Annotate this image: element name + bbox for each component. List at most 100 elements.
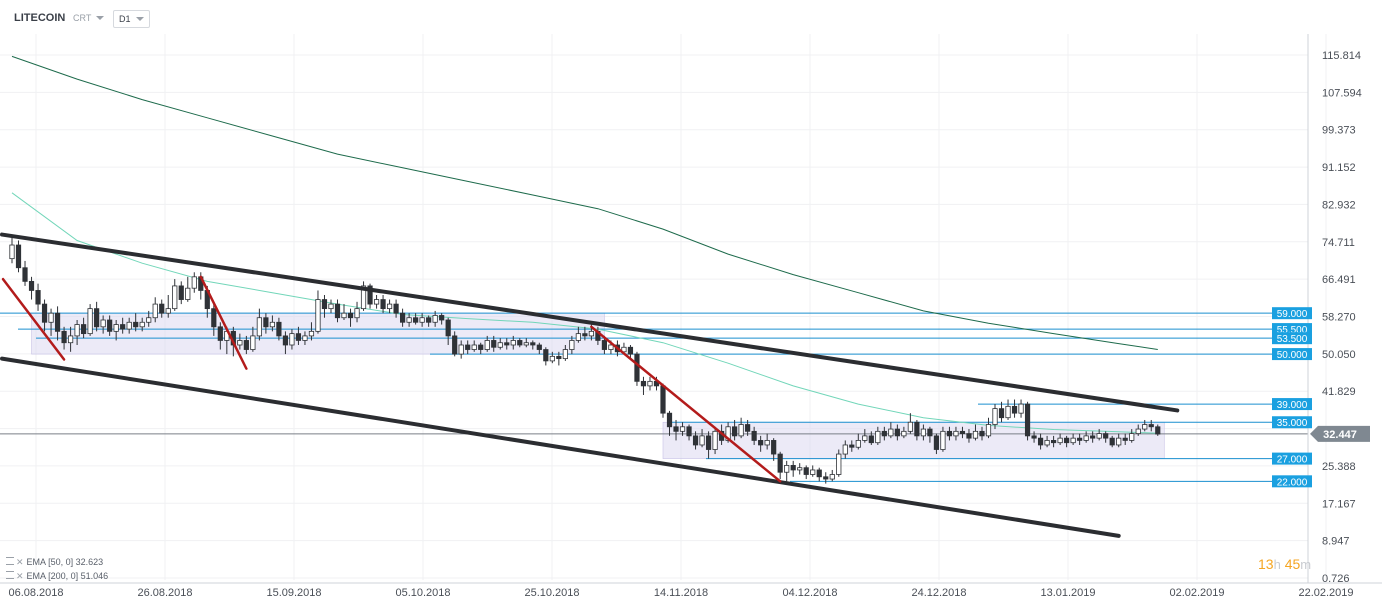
candle xyxy=(855,433,861,450)
candle xyxy=(666,410,673,436)
candle xyxy=(699,429,705,448)
candle-body xyxy=(751,430,757,441)
candle-body xyxy=(601,340,608,350)
legend-ema200[interactable]: ✕ EMA [200, 0] 51.046 xyxy=(6,571,108,582)
candle xyxy=(439,313,445,325)
source-dropdown[interactable]: CRT xyxy=(73,13,105,23)
candle-body xyxy=(575,333,581,341)
candle-body xyxy=(1129,433,1135,441)
candle xyxy=(862,429,868,443)
candle-body xyxy=(1116,437,1122,446)
candle xyxy=(927,426,933,443)
candle xyxy=(914,419,920,441)
candle xyxy=(1109,435,1115,448)
legend-ema50-params: [50, 0] xyxy=(48,557,74,567)
candle-body xyxy=(712,430,718,450)
candle-body xyxy=(510,340,516,346)
symbol-name: LITECOIN xyxy=(14,12,66,24)
timer-hours: 13 xyxy=(1258,556,1274,572)
legend-ema200-params: [200, 0] xyxy=(48,571,79,581)
candle xyxy=(1116,433,1122,448)
candle xyxy=(979,426,985,441)
trend-lines xyxy=(0,232,1180,538)
candle xyxy=(517,338,523,348)
candle xyxy=(1090,431,1096,443)
candle-body xyxy=(536,344,542,350)
candle xyxy=(1044,435,1050,448)
candle-body xyxy=(881,430,887,437)
candle-body xyxy=(660,385,666,414)
candle-body xyxy=(1096,433,1102,439)
candle xyxy=(901,426,907,439)
candle xyxy=(9,235,15,264)
candle xyxy=(1031,431,1037,443)
candle-body xyxy=(100,319,106,328)
chevron-down-icon xyxy=(135,17,144,21)
candle-body xyxy=(426,317,432,323)
candle xyxy=(875,426,881,445)
candle-body xyxy=(966,433,972,439)
candle-body xyxy=(74,324,80,337)
candle-body xyxy=(692,435,699,446)
candle-body xyxy=(920,428,927,437)
channel-line xyxy=(0,356,1121,538)
close-icon[interactable]: ✕ xyxy=(16,571,24,581)
level-label-box xyxy=(1272,398,1312,411)
candle-body xyxy=(1122,437,1128,441)
candle-body xyxy=(386,303,393,310)
candle-body xyxy=(302,335,308,341)
candle xyxy=(732,419,738,441)
candle-body xyxy=(178,285,184,300)
candle-body xyxy=(562,349,568,360)
candle xyxy=(256,308,262,341)
level-label: 22.000 xyxy=(1277,477,1308,488)
candle-body xyxy=(1037,437,1044,446)
candle-body xyxy=(139,321,145,328)
candle-body xyxy=(406,317,412,323)
candle xyxy=(940,426,946,452)
level-label-box xyxy=(1272,416,1312,429)
candle-body xyxy=(992,408,998,425)
candle-body xyxy=(1077,437,1083,441)
candle-body xyxy=(243,340,249,350)
candle xyxy=(406,313,412,327)
candle-body xyxy=(61,330,67,344)
candle xyxy=(842,440,848,459)
candle xyxy=(907,413,913,434)
level-label-box xyxy=(1272,452,1312,465)
candle-body xyxy=(211,308,217,328)
candle xyxy=(933,433,940,455)
candle-body xyxy=(836,453,842,475)
candle-body xyxy=(1057,437,1063,444)
legend-ema50[interactable]: ✕ EMA [50, 0] 32.623 xyxy=(6,557,103,568)
candle xyxy=(797,463,803,475)
candle-body xyxy=(1135,428,1141,435)
candle-body xyxy=(640,380,647,387)
candle-body xyxy=(842,444,848,455)
candle-body xyxy=(901,430,907,437)
candle xyxy=(686,424,692,441)
candle-body xyxy=(1155,426,1161,435)
candle xyxy=(139,317,145,332)
x-tick-label: 14.11.2018 xyxy=(654,587,708,599)
candle-body xyxy=(1011,405,1018,414)
close-icon[interactable]: ✕ xyxy=(16,557,24,567)
candle-body xyxy=(686,426,692,437)
y-tick-label: 25.388 xyxy=(1322,461,1356,473)
candle xyxy=(81,317,87,339)
candle xyxy=(738,417,744,439)
candle xyxy=(146,310,152,327)
candle xyxy=(836,449,842,477)
candle-body xyxy=(894,428,900,437)
candle xyxy=(471,340,477,352)
candle xyxy=(647,376,653,391)
candle-body xyxy=(758,440,764,446)
candle-body xyxy=(295,333,302,341)
timeframe-dropdown[interactable]: D1 xyxy=(113,10,150,28)
candle xyxy=(152,297,158,323)
candle xyxy=(386,299,393,314)
chevron-down-icon xyxy=(96,16,105,20)
candle-body xyxy=(484,340,490,350)
